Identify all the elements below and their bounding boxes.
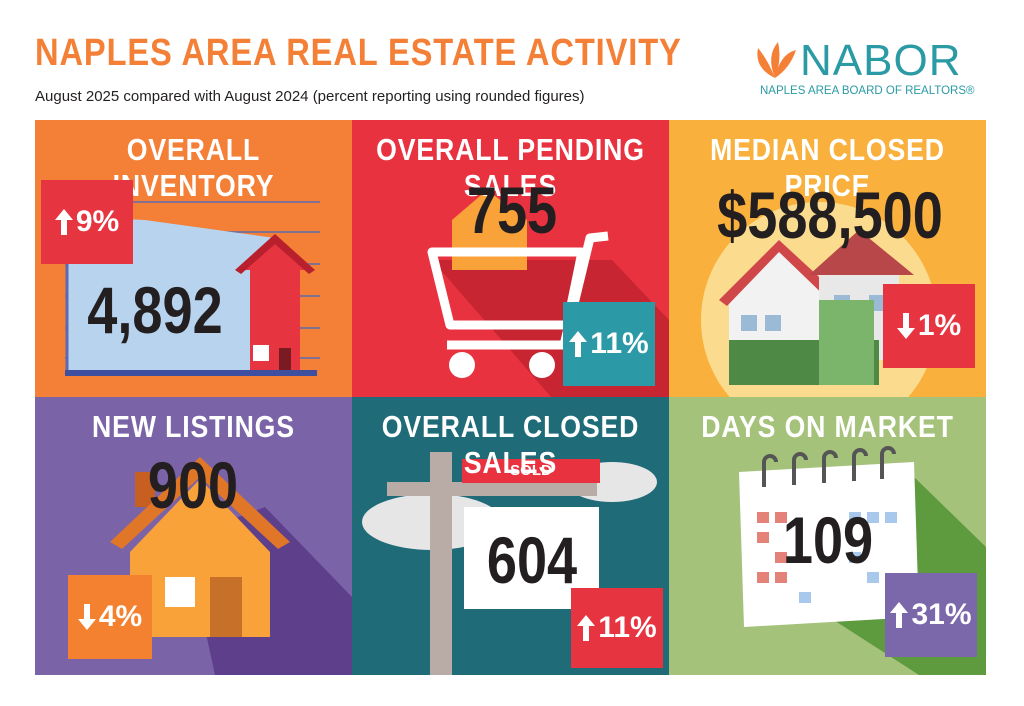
shape: [762, 454, 778, 487]
shape: [757, 532, 769, 543]
change: 4%: [98, 600, 143, 633]
arrow-up: [54, 209, 73, 235]
shape: [867, 512, 879, 523]
arrow-down: [77, 604, 96, 630]
change: 9%: [75, 205, 120, 238]
sold-sign-illustration: [362, 452, 657, 675]
house-illustration: [110, 457, 352, 675]
shape: [849, 552, 861, 563]
shape: [799, 592, 811, 603]
shape: [765, 315, 781, 331]
shape: [235, 234, 315, 274]
change: 31%: [911, 598, 972, 631]
logo-mark: [757, 42, 796, 78]
tile: MEDIAN CLOSED PRICE $588,500 1%: [669, 120, 986, 398]
shape: [462, 459, 600, 483]
shape: [430, 452, 452, 675]
shape: [775, 512, 787, 523]
shape: [449, 352, 475, 378]
shape: [757, 42, 796, 78]
shape: [885, 512, 897, 523]
tile-title: OVERALL PENDING SALES: [376, 132, 645, 203]
arrow-up: [577, 615, 596, 641]
shape: [775, 572, 787, 583]
shape: [240, 240, 310, 370]
change-badge: 4%: [68, 575, 152, 659]
shape: [792, 452, 808, 485]
tile-value: 604: [486, 523, 578, 597]
tile-value: 4,892: [87, 273, 223, 347]
change: 11%: [590, 327, 649, 360]
tile-title: OVERALL INVENTORY: [112, 132, 275, 203]
tile-title: NEW LISTINGS: [92, 409, 295, 444]
shape: [762, 446, 896, 487]
change-badge: 9%: [41, 180, 133, 264]
shape: [757, 512, 769, 523]
sold-sign: SOLD: [510, 462, 552, 479]
title: NAPLES AREA REAL ESTATE ACTIVITY: [35, 32, 682, 74]
shape: [279, 348, 291, 370]
tile: OVERALL INVENTORY 4,892 9%: [35, 120, 352, 398]
shape: [110, 457, 290, 549]
tile-title: DAYS ON MARKET: [701, 409, 954, 444]
shape: [577, 615, 596, 641]
shape: [165, 577, 195, 607]
arrow-up: [569, 331, 588, 357]
shape: [799, 512, 897, 603]
change-badge: 31%: [885, 573, 977, 657]
shape: [54, 209, 73, 235]
shape: [210, 577, 242, 637]
shape: [822, 450, 838, 483]
shape: [890, 602, 909, 628]
tile-title: OVERALL CLOSED SALES: [381, 409, 640, 480]
logo: NABOR: [800, 36, 962, 85]
tile-value: 900: [147, 448, 239, 522]
shape: [757, 48, 775, 78]
change-badge: 11%: [571, 588, 663, 668]
shape: [775, 50, 796, 78]
tile-value: 109: [782, 503, 874, 577]
shape: [569, 331, 588, 357]
house-money-illustration: [701, 202, 937, 398]
shape: [896, 313, 915, 339]
subtitle: August 2025 compared with August 2024 (p…: [35, 88, 585, 105]
tile: NEW LISTINGS 900 4%: [35, 397, 352, 675]
shape: [849, 512, 861, 523]
shape: [529, 352, 555, 378]
tile-value: 755: [466, 173, 558, 247]
shape: [135, 472, 155, 507]
shape: [739, 462, 919, 627]
change: 1%: [917, 309, 962, 342]
arrow-up: [890, 602, 909, 628]
shape: [757, 572, 769, 583]
tile: DAYS ON MARKET 109 31%: [669, 397, 986, 675]
shape: [65, 370, 317, 376]
tile-title: MEDIAN CLOSED PRICE: [710, 132, 945, 203]
change-badge: 1%: [883, 284, 975, 368]
shape: [809, 230, 914, 275]
shape: [387, 482, 597, 496]
shape: [880, 446, 896, 479]
shape: [867, 572, 879, 583]
change: 11%: [598, 611, 657, 644]
shape: [757, 512, 787, 583]
logo-tagline: NAPLES AREA BOARD OF REALTORS®: [760, 85, 975, 97]
tile-value: $588,500: [717, 178, 943, 252]
shape: [771, 42, 780, 78]
shape: [77, 604, 96, 630]
shape: [775, 552, 787, 563]
tile: OVERALL PENDING SALES 755 11%: [352, 120, 669, 398]
shape: [741, 315, 757, 331]
shape: [852, 448, 868, 481]
tile: OVERALL CLOSED SALES SOLD 604 11%: [352, 397, 669, 675]
arrow-down: [896, 313, 915, 339]
shape: [819, 300, 874, 385]
shape: [253, 345, 269, 361]
change-badge: 11%: [563, 302, 655, 386]
